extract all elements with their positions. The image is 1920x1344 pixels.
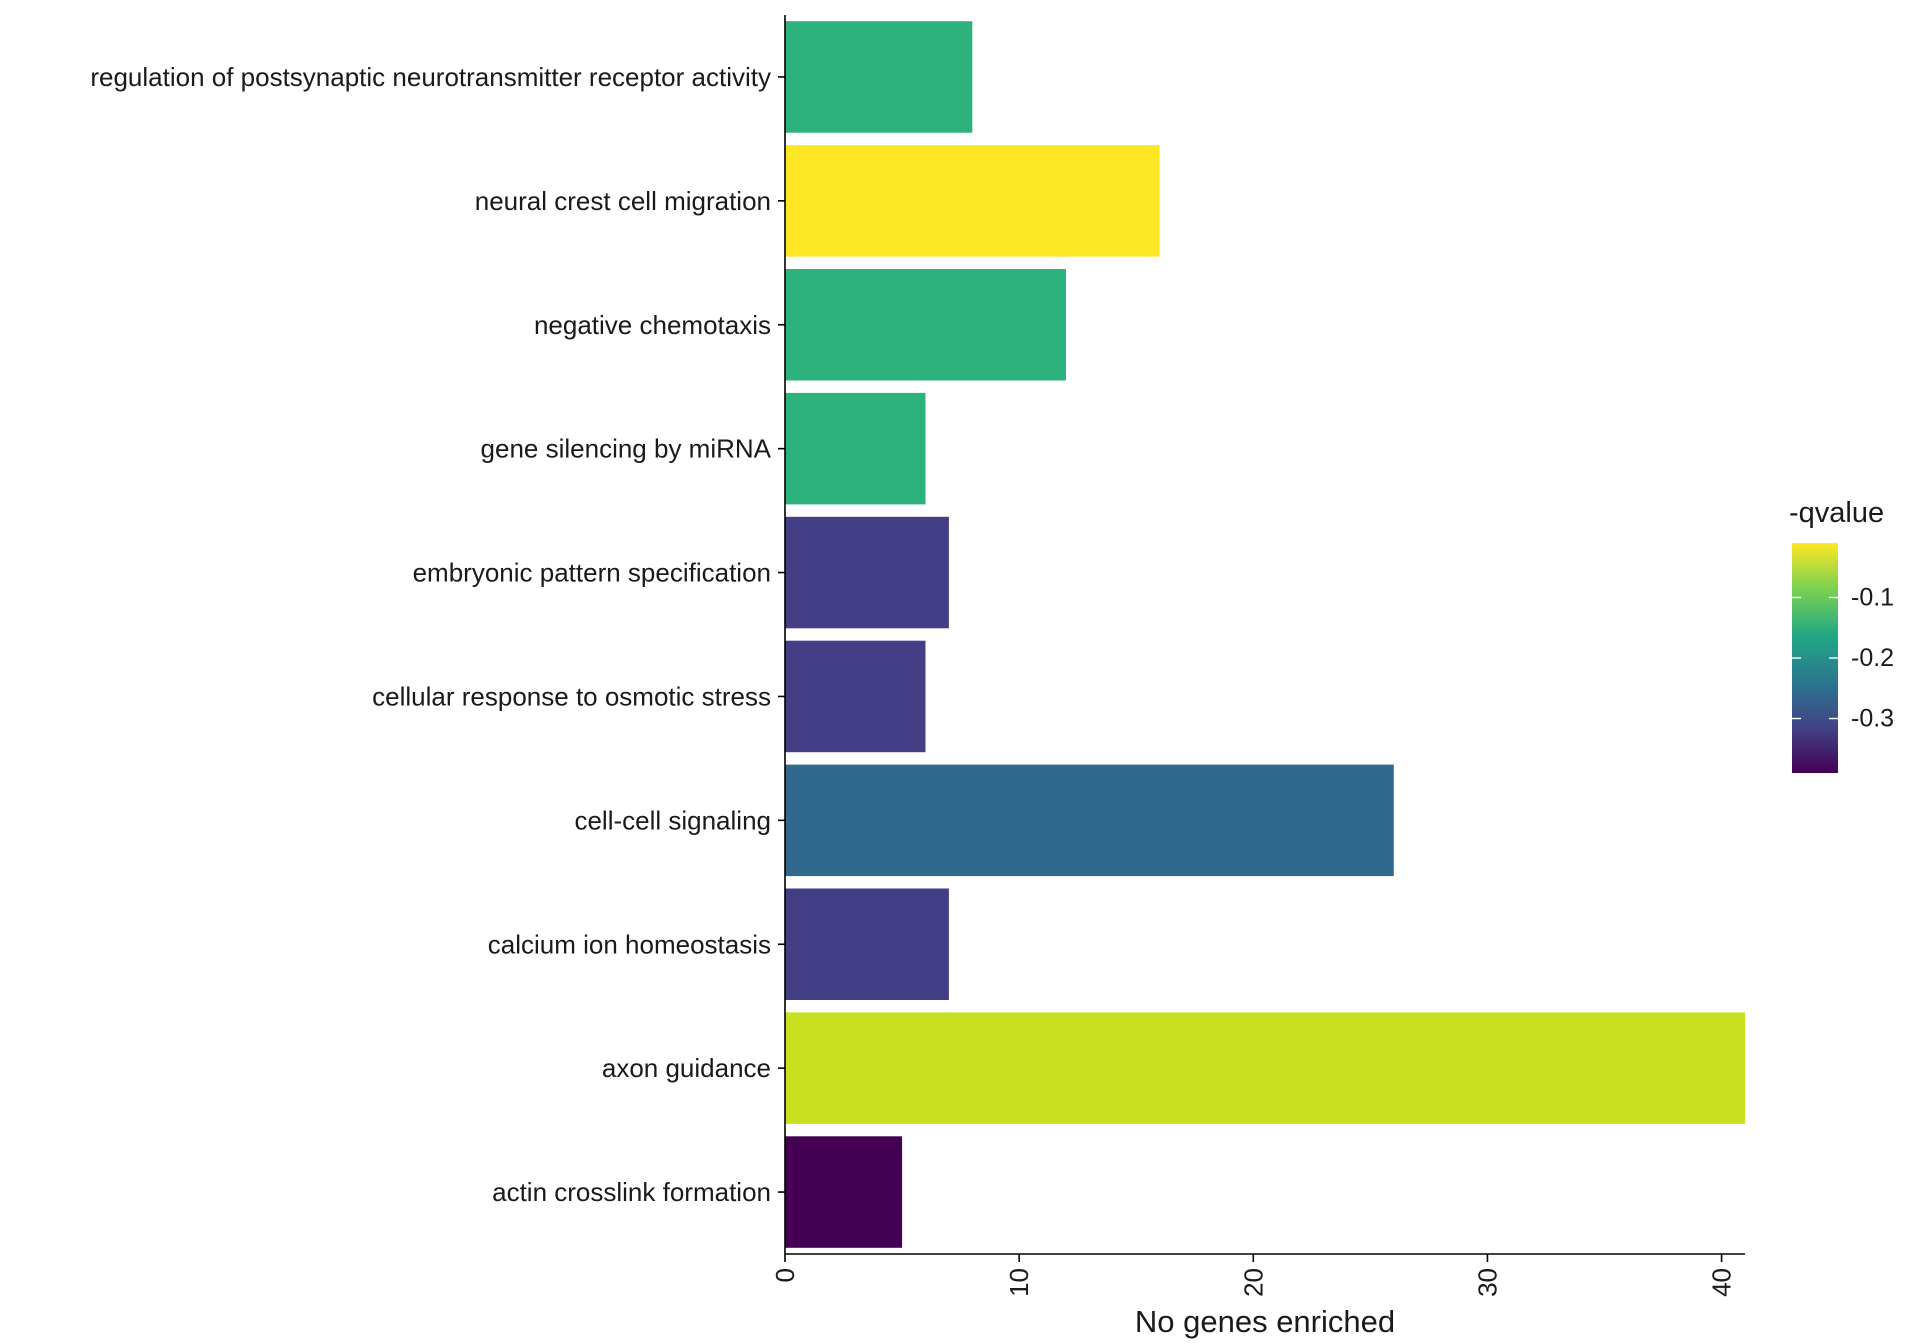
- bar-gene-silencing-by-mirna: [785, 392, 926, 505]
- y-tick-label: axon guidance: [602, 1053, 771, 1083]
- y-tick-label: calcium ion homeostasis: [488, 929, 771, 959]
- bars-group: [785, 21, 1745, 1248]
- x-tick-label: 20: [1238, 1268, 1268, 1297]
- bar-neural-crest-cell-migration: [785, 145, 1160, 257]
- x-tick-label: 30: [1472, 1268, 1502, 1297]
- y-tick-label: cellular response to osmotic stress: [372, 681, 771, 711]
- bar-axon-guidance: [785, 1012, 1745, 1124]
- y-tick-label: actin crosslink formation: [492, 1177, 771, 1207]
- bar-cell-cell-signaling: [785, 764, 1394, 877]
- bar-negative-chemotaxis: [785, 268, 1066, 381]
- colorbar-tick-label: -0.2: [1851, 644, 1894, 672]
- bar-calcium-ion-homeostasis: [785, 888, 949, 1001]
- x-axis-ticks: 0 10 20 30 40: [770, 1254, 1737, 1297]
- y-tick-label: gene silencing by miRNA: [481, 434, 772, 464]
- x-axis-title: No genes enriched: [1135, 1304, 1395, 1339]
- x-tick-label: 40: [1707, 1268, 1737, 1297]
- bar-actin-crosslink-formation: [785, 1136, 903, 1248]
- y-axis-labels: regulation of postsynaptic neurotransmit…: [90, 62, 785, 1207]
- legend-title: -qvalue: [1789, 497, 1884, 529]
- bar-embryonic-pattern-specification: [785, 516, 949, 629]
- bar-cellular-response-to-osmotic-stress: [785, 640, 926, 753]
- colorbar-tick-label: -0.3: [1851, 705, 1894, 733]
- y-tick-label: cell-cell signaling: [574, 805, 771, 835]
- colorbar-tick-label: -0.1: [1851, 583, 1894, 611]
- bar-regulation-of-postsynaptic-neurotransmitter-receptor-activity: [785, 21, 973, 133]
- y-tick-label: negative chemotaxis: [534, 310, 771, 340]
- colorbar-ticks: -0.3 -0.2 -0.1: [1792, 583, 1894, 733]
- colorbar-legend: -qvalue -0.3 -0.2 -0.1: [1789, 497, 1894, 773]
- y-tick-label: embryonic pattern specification: [413, 558, 771, 588]
- x-tick-label: 0: [770, 1268, 800, 1282]
- y-tick-label: regulation of postsynaptic neurotransmit…: [90, 62, 771, 92]
- y-tick-label: neural crest cell migration: [475, 186, 771, 216]
- x-tick-label: 10: [1004, 1268, 1034, 1297]
